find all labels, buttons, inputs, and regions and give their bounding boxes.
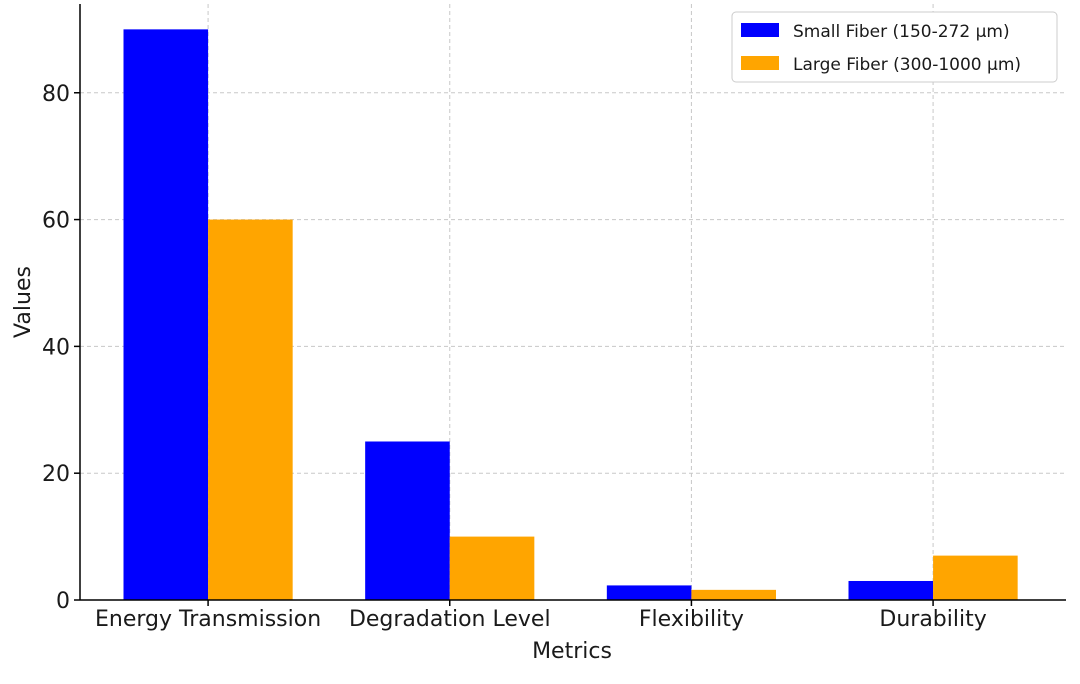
y-tick-label-40: 40	[42, 335, 70, 360]
bars	[123, 29, 1018, 601]
bar-series-1-3	[933, 555, 1018, 600]
legend: Small Fiber (150-272 µm) Large Fiber (30…	[731, 11, 1058, 83]
y-tick-label-60: 60	[42, 209, 70, 234]
axes	[79, 4, 1066, 601]
bar-series-0-1	[365, 441, 450, 600]
legend-swatch-large-fiber	[741, 56, 779, 70]
y-tick-label-80: 80	[42, 82, 70, 107]
x-tick-label-2: Flexibility	[639, 607, 744, 632]
x-axis-title: Metrics	[532, 639, 612, 664]
bar-series-1-1	[449, 536, 535, 600]
y-tick-label-20: 20	[42, 462, 70, 487]
y-axis-title: Values	[11, 266, 36, 338]
legend-label-large-fiber: Large Fiber (300-1000 µm)	[793, 55, 1021, 75]
bar-series-0-2	[606, 585, 692, 600]
x-tick-label-3: Durability	[879, 607, 986, 632]
bar-series-1-0	[208, 219, 293, 600]
x-tick-label-0: Energy Transmission	[95, 607, 321, 632]
bar-series-0-0	[123, 29, 209, 601]
bar-series-0-3	[848, 580, 934, 600]
legend-label-small-fiber: Small Fiber (150-272 µm)	[793, 22, 1010, 42]
ticks: 0 20 40 60 80 Energy Transmission Degradation …	[42, 82, 987, 632]
legend-swatch-small-fiber	[741, 23, 779, 37]
y-tick-label-0: 0	[56, 589, 70, 614]
bar-series-1-2	[691, 589, 776, 600]
x-tick-label-1: Degradation Level	[349, 607, 551, 632]
legend-frame	[731, 11, 1058, 83]
